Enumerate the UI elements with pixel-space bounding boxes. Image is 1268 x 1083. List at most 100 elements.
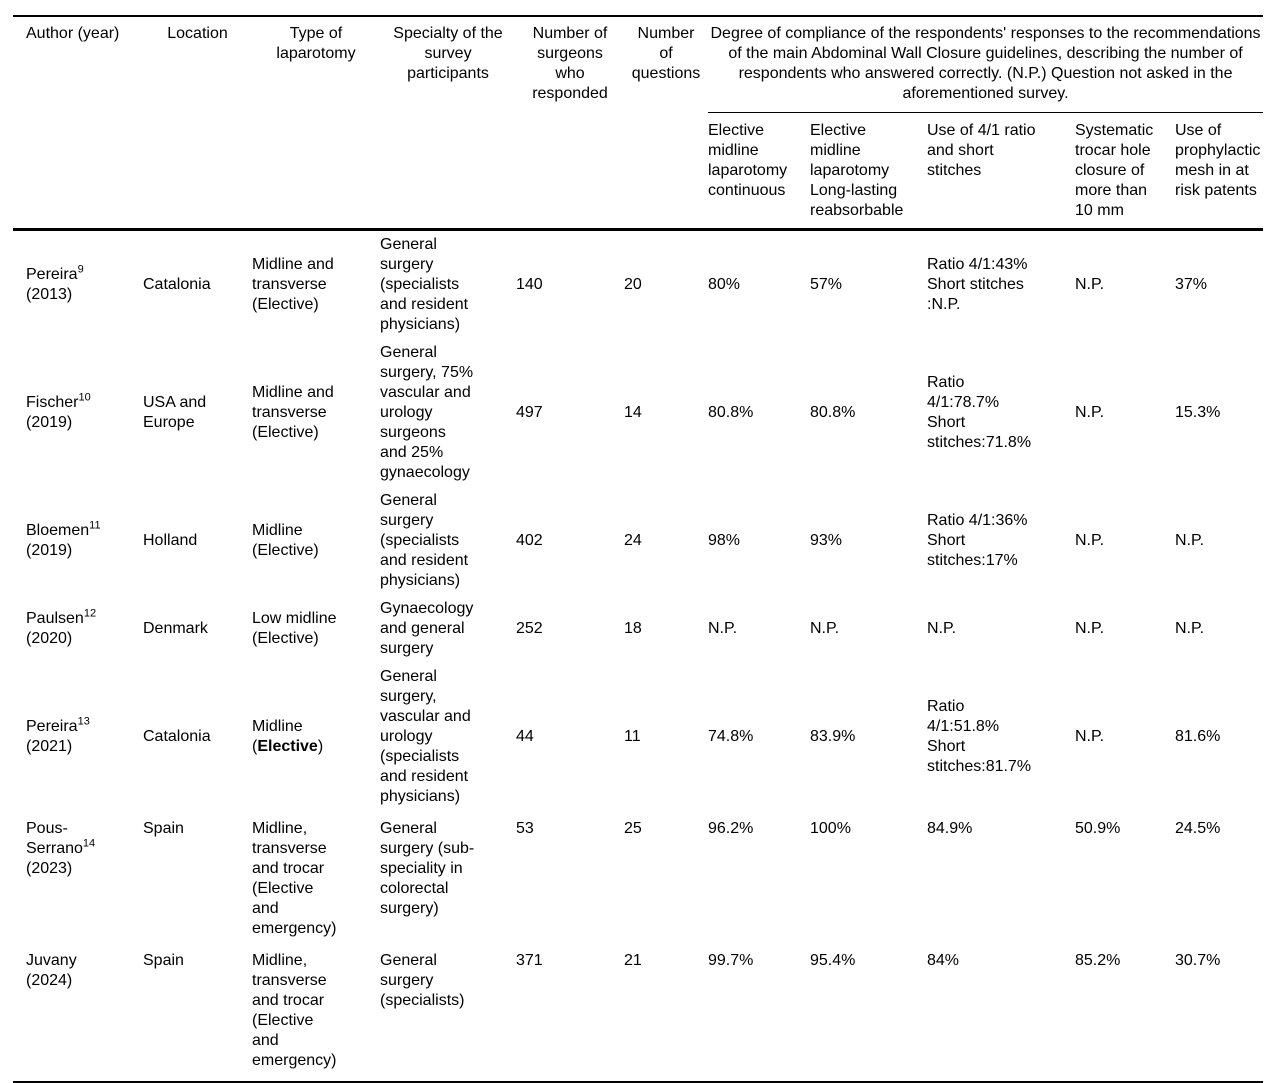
cell-questions: 14 <box>624 404 642 421</box>
cell-location: USA and Europe <box>143 394 207 431</box>
reference-superscript: 10 <box>78 391 91 404</box>
cell-ratio-short-stitches: 84.9% <box>927 820 973 837</box>
cell-laparotomy: Midline and transverse (Elective) <box>252 384 334 441</box>
reference-superscript: 13 <box>77 715 90 728</box>
table-row: Pereira9 (2013) Catalonia Midline and tran… <box>13 230 1263 340</box>
cell-author: Pereira9 (2013) <box>26 263 84 303</box>
cell-trocar-closure: N.P. <box>1075 620 1105 637</box>
cell-prophylactic-mesh: 30.7% <box>1175 952 1221 969</box>
col-header-specialty: Specialty of the survey participants <box>380 16 516 231</box>
reference-superscript: 12 <box>83 607 97 620</box>
cell-questions: 25 <box>624 820 642 837</box>
cell-elective-longlasting: 83.9% <box>810 728 856 745</box>
cell-author: Fischer10 (2019) <box>26 391 91 431</box>
col-header-trocar-closure: Systematic trocar hole closure of more t… <box>1075 112 1175 231</box>
cell-ratio-short-stitches: Ratio 4/1:51.8% Short stitches:81.7% <box>927 698 1032 775</box>
cell-trocar-closure: N.P. <box>1075 404 1105 421</box>
cell-trocar-closure: N.P. <box>1075 728 1105 745</box>
cell-prophylactic-mesh: 81.6% <box>1175 728 1221 745</box>
cell-prophylactic-mesh: N.P. <box>1175 620 1205 637</box>
cell-respondents: 497 <box>516 404 543 421</box>
col-header-ratio-short-stitches: Use of 4/1 ratio and short stitches <box>927 112 1075 231</box>
cell-specialty: Gynaecology and general surgery <box>380 600 474 657</box>
cell-location: Denmark <box>143 620 208 637</box>
cell-trocar-closure: 50.9% <box>1075 820 1121 837</box>
cell-prophylactic-mesh: 37% <box>1175 276 1208 293</box>
cell-ratio-short-stitches: Ratio 4/1:36% Short stitches:17% <box>927 512 1028 569</box>
header-row-main: Author (year) Location Type of laparotom… <box>13 16 1264 231</box>
reference-superscript: 11 <box>89 519 101 532</box>
cell-trocar-closure: N.P. <box>1075 532 1105 549</box>
cell-specialty: General surgery, 75% vascular and urolog… <box>380 344 474 481</box>
reference-superscript: 14 <box>82 837 96 850</box>
cell-laparotomy: Midline (Elective) <box>252 522 319 559</box>
cell-elective-longlasting: 100% <box>810 820 851 837</box>
header-row-sub: Elective midline laparotomy continuous E… <box>13 112 1264 231</box>
cell-questions: 24 <box>624 532 642 549</box>
cell-questions: 11 <box>624 728 641 745</box>
cell-laparotomy: Midline, transverse and trocar (Elective… <box>252 820 337 937</box>
cell-prophylactic-mesh: 24.5% <box>1175 820 1221 837</box>
col-header-elective-continuous: Elective midline laparotomy continuous <box>708 112 810 231</box>
cell-author: Juvany (2024) <box>26 952 77 989</box>
cell-elective-continuous: 74.8% <box>708 728 754 745</box>
cell-laparotomy: Midline, transverse and trocar (Elective… <box>252 952 337 1069</box>
cell-specialty: General surgery (specialists) <box>380 952 465 1009</box>
table-row: Juvany (2024) Spain Midline, transverse an… <box>13 943 1263 1082</box>
table-row: Bloemen11 (2019) Holland Midline (Elective… <box>13 487 1263 595</box>
cell-location: Spain <box>143 952 184 969</box>
cell-author: Bloemen11 (2019) <box>26 519 101 559</box>
cell-laparotomy: Midline (Elective) <box>252 718 324 755</box>
col-header-compliance-group: Degree of compliance of the respondents'… <box>708 16 1264 113</box>
cell-elective-continuous: 98% <box>708 532 741 549</box>
col-header-prophylactic-mesh: Use of prophylactic mesh in at risk pate… <box>1175 112 1264 231</box>
cell-location: Catalonia <box>143 728 211 745</box>
table-row: Paulsen12 (2020) Denmark Low midline (Elec… <box>13 595 1263 663</box>
cell-location: Catalonia <box>143 276 211 293</box>
cell-respondents: 371 <box>516 952 543 969</box>
cell-elective-continuous: 80% <box>708 276 741 293</box>
cell-trocar-closure: N.P. <box>1075 276 1105 293</box>
col-header-question-count: Number of questions <box>624 16 708 231</box>
cell-ratio-short-stitches: N.P. <box>927 620 957 637</box>
col-header-laparotomy-type: Type of laparotomy <box>252 16 380 231</box>
cell-respondents: 53 <box>516 820 534 837</box>
cell-laparotomy: Low midline (Elective) <box>252 610 337 647</box>
cell-author: Pereira13 (2021) <box>26 715 90 755</box>
cell-questions: 21 <box>624 952 642 969</box>
cell-elective-continuous: 99.7% <box>708 952 754 969</box>
cell-elective-longlasting: 80.8% <box>810 404 856 421</box>
cell-specialty: General surgery, vascular and urology (s… <box>380 668 471 805</box>
cell-respondents: 140 <box>516 276 543 293</box>
table-row: Pereira13 (2021) Catalonia Midline (Electi… <box>13 663 1263 811</box>
cell-laparotomy: Midline and transverse (Elective) <box>252 256 334 313</box>
col-header-surgeons-responded: Number of surgeons who responded <box>516 16 624 231</box>
cell-trocar-closure: 85.2% <box>1075 952 1121 969</box>
cell-elective-continuous: 96.2% <box>708 820 754 837</box>
cell-location: Holland <box>143 532 198 549</box>
col-header-location: Location <box>143 16 252 231</box>
cell-author: Paulsen12 (2020) <box>26 607 97 647</box>
cell-prophylactic-mesh: 15.3% <box>1175 404 1221 421</box>
cell-prophylactic-mesh: N.P. <box>1175 532 1205 549</box>
cell-elective-continuous: 80.8% <box>708 404 754 421</box>
cell-elective-longlasting: 95.4% <box>810 952 856 969</box>
cell-ratio-short-stitches: Ratio 4/1:78.7% Short stitches:71.8% <box>927 374 1032 451</box>
cell-elective-continuous: N.P. <box>708 620 738 637</box>
cell-ratio-short-stitches: Ratio 4/1:43% Short stitches :N.P. <box>927 256 1028 313</box>
cell-respondents: 252 <box>516 620 543 637</box>
cell-specialty: General surgery (specialists and residen… <box>380 492 469 589</box>
compliance-table: Author (year) Location Type of laparotom… <box>13 15 1264 1083</box>
col-header-elective-longlasting: Elective midline laparotomy Long-lasting… <box>810 112 927 231</box>
cell-elective-longlasting: 57% <box>810 276 843 293</box>
cell-questions: 20 <box>624 276 642 293</box>
cell-location: Spain <box>143 820 184 837</box>
cell-author: Pous- Serrano14 (2023) <box>26 820 96 877</box>
table-body: Pereira9 (2013) Catalonia Midline and tran… <box>13 230 1263 1083</box>
cell-ratio-short-stitches: 84% <box>927 952 960 969</box>
cell-specialty: General surgery (specialists and residen… <box>380 236 469 333</box>
reference-superscript: 9 <box>77 263 84 276</box>
cell-specialty: General surgery (sub- speciality in colo… <box>380 820 475 917</box>
table-row: Pous- Serrano14 (2023) Spain Midline, tran… <box>13 811 1263 943</box>
cell-respondents: 44 <box>516 728 534 745</box>
